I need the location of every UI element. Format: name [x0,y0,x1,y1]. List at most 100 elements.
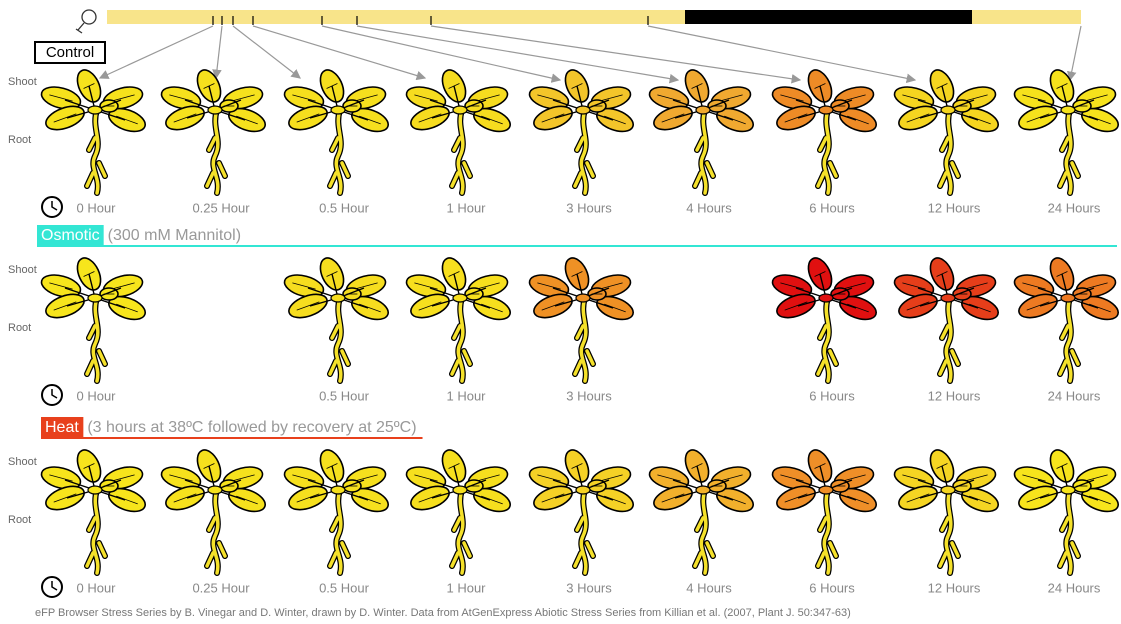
leaf-vein [537,94,561,102]
leaf-vein [784,113,808,123]
leaf-vein [169,94,193,102]
leaf-vein [418,113,442,123]
time-label: 0.25 Hour [192,580,250,595]
plant [283,69,389,196]
leaf-vein [354,474,378,482]
leaf-vein [414,282,438,290]
leaf-vein [784,493,808,503]
time-label: 1 Hour [446,388,486,403]
plant [405,257,511,384]
root [573,108,595,195]
plant [528,449,634,576]
leaf-vein [481,115,503,125]
leaf-vein [719,474,743,482]
leaf-vein [1022,474,1046,482]
shoot-label: Shoot [8,456,37,468]
stem [1037,465,1099,501]
stem [552,465,614,501]
leaf-vein [354,94,378,102]
leaf-vein [1022,282,1046,290]
leaf-vein [902,474,926,482]
leaf-vein [1089,495,1111,505]
plant [405,69,511,196]
leaf-vein [719,94,743,102]
leaf-vein [541,113,565,123]
root [1058,108,1080,195]
root [85,296,107,383]
stem [307,273,369,309]
leaf-vein [481,303,503,313]
stem [184,465,246,501]
stem [1037,85,1099,121]
plant [771,449,877,576]
time-label: 3 Hours [566,200,612,215]
time-label: 1 Hour [446,580,486,595]
plant [40,257,146,384]
stem [429,465,491,501]
section: Osmotic (300 mM Mannitol) Shoot Root 0 Hour 0… [8,225,1119,406]
section-label-box [34,41,106,64]
leaf-vein [780,282,804,290]
root [938,296,960,383]
root [85,488,107,575]
leaf-vein [173,493,197,503]
leaf-vein [296,113,320,123]
section-note: (3 hours at 38ºC followed by recovery at… [87,419,416,436]
leaf-vein [969,303,991,313]
stem [429,273,491,309]
rosette-center [818,105,834,115]
stem [795,85,857,121]
rosette-center [940,105,956,115]
leaf-vein [236,495,258,505]
time-label: 12 Hours [928,388,981,403]
rosette-center [575,105,591,115]
leaf-vein [1022,94,1046,102]
lightbulb-icon [75,9,97,34]
root [573,296,595,383]
plant [528,257,634,384]
leaf-vein [111,282,135,290]
leaf-vein [724,495,746,505]
leaf-vein [1084,282,1108,290]
section: Heat (3 hours at 38ºC followed by recover… [8,417,1119,598]
root-label: Root [8,322,31,334]
leaf-vein [847,115,869,125]
root [205,108,227,195]
leaf-vein [599,474,623,482]
rosette-center [1060,105,1076,115]
time-label: 4 Hours [686,580,732,595]
leaf-vein [359,115,381,125]
time-label: 3 Hours [566,580,612,595]
plant [405,449,511,576]
stem [917,465,979,501]
plant [893,69,999,196]
leaf-vein [116,303,138,313]
time-label: 6 Hours [809,200,855,215]
section: Control Shoot Root 0 Hour 0.25 Hour 0.5 Hour 1… [8,41,1119,218]
rosette-center [207,105,223,115]
root [816,296,838,383]
stem [917,273,979,309]
leaf-vein [292,474,316,482]
section-label-box [37,225,104,247]
time-label: 0.5 Hour [319,388,370,403]
leaf-vein [418,493,442,503]
rosette-center [1060,485,1076,495]
rosette-center [575,485,591,495]
stem [552,85,614,121]
leaf-vein [476,474,500,482]
leaf-vein [604,495,626,505]
stem [795,273,857,309]
leaf-vein [53,493,77,503]
rosette-center [330,485,346,495]
leaf-vein [1089,303,1111,313]
time-label: 12 Hours [928,580,981,595]
stem [64,85,126,121]
section-note: (300 mM Mannitol) [108,227,241,244]
rosette-center [207,485,223,495]
rosette-center [818,485,834,495]
plant [893,449,999,576]
leaf-vein [537,282,561,290]
root-label: Root [8,134,31,146]
leaf-vein [657,474,681,482]
